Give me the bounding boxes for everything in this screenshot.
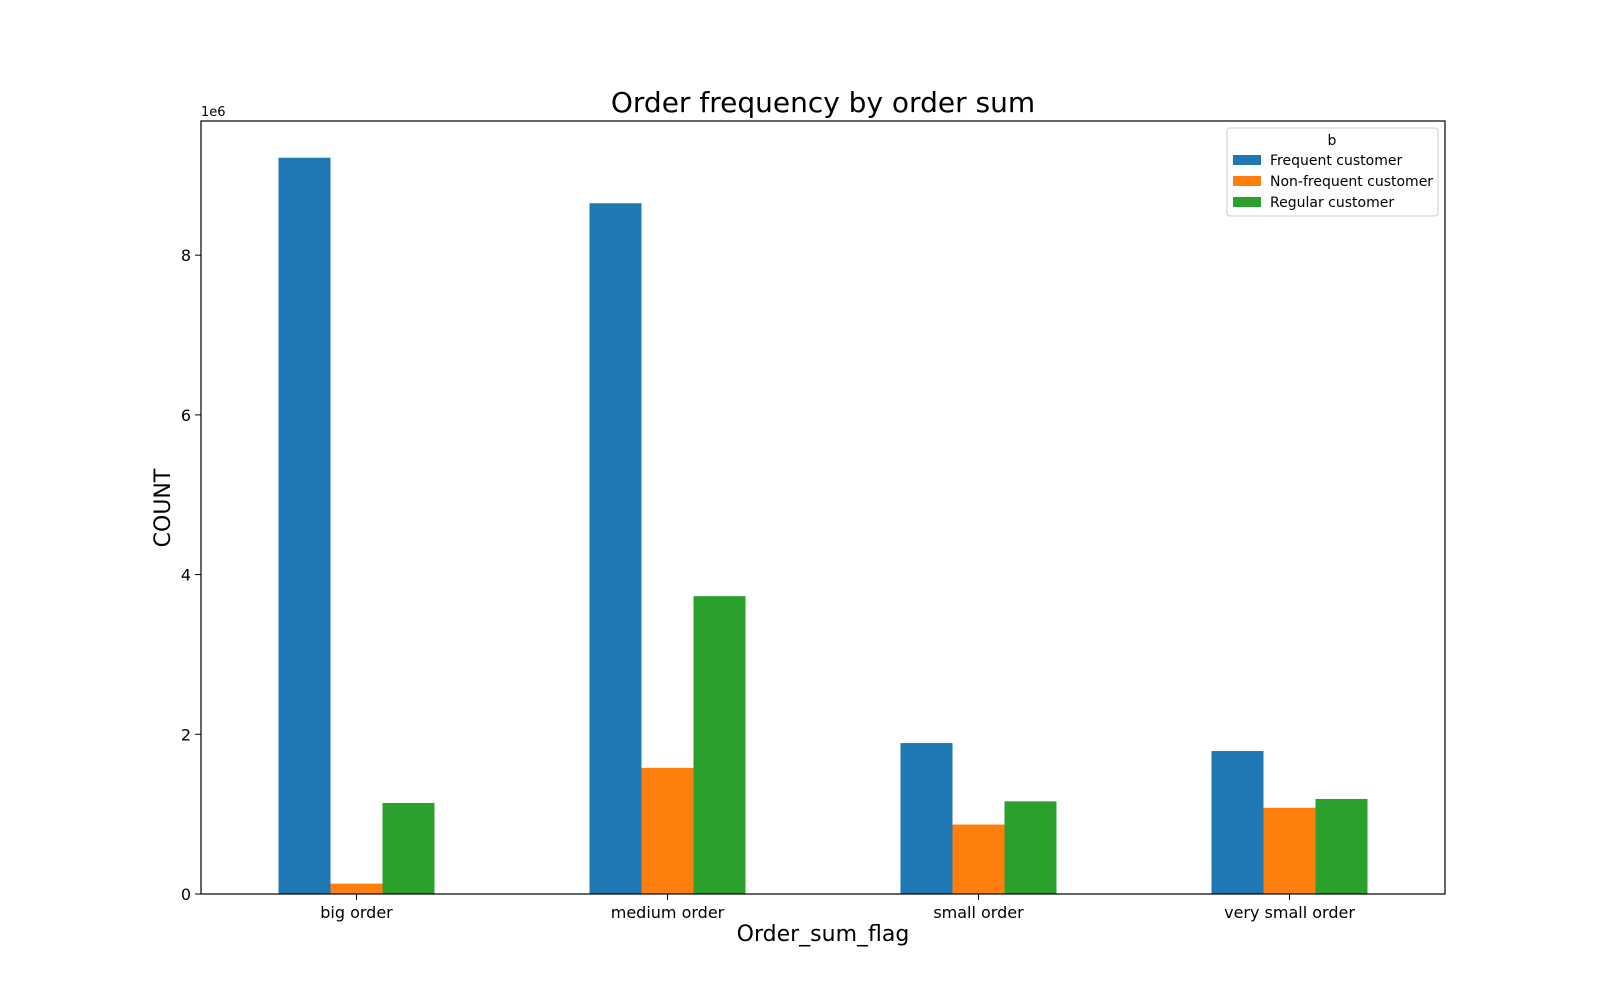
bar-regular-customer-big-order — [382, 802, 435, 894]
bar-regular-customer-very-small-order — [1315, 798, 1368, 894]
legend-swatch — [1233, 197, 1261, 207]
y-tick-label: 2 — [181, 725, 191, 744]
bar-regular-customer-small-order — [1004, 801, 1057, 894]
x-axis-title: Order_sum_flag — [737, 922, 910, 947]
legend: b Frequent customer Non-frequent customer… — [1226, 127, 1439, 217]
x-tick-label: big order — [320, 903, 393, 922]
bar-frequent-customer-very-small-order — [1211, 751, 1264, 894]
legend-swatch — [1233, 176, 1261, 186]
y-tick-label: 0 — [181, 885, 191, 904]
bar-frequent-customer-small-order — [900, 743, 953, 894]
x-tick-label: medium order — [611, 903, 725, 922]
x-tick-label: small order — [933, 903, 1024, 922]
x-axis-ticks: big order medium order small order very sma… — [320, 894, 1355, 922]
legend-label: Non-frequent customer — [1270, 174, 1433, 190]
bar-non-frequent-customer-medium-order — [641, 767, 694, 894]
bar-non-frequent-customer-very-small-order — [1263, 807, 1316, 894]
y-tick-label: 8 — [181, 246, 191, 265]
legend-label: Frequent customer — [1270, 153, 1402, 169]
y-tick-label: 6 — [181, 406, 191, 425]
legend-items: Frequent customer Non-frequent customer Re… — [1233, 153, 1433, 211]
bar-non-frequent-customer-small-order — [952, 824, 1005, 894]
bar-non-frequent-customer-big-order — [330, 883, 383, 894]
legend-swatch — [1233, 155, 1261, 165]
plot-area-frame — [200, 120, 1446, 895]
y-tick-label: 4 — [181, 566, 191, 585]
y-axis-offset-label: 1e6 — [201, 105, 226, 120]
bars-group — [278, 157, 1368, 895]
legend-box — [1226, 127, 1439, 217]
x-tick-label: very small order — [1224, 903, 1355, 922]
bar-regular-customer-medium-order — [693, 596, 746, 894]
legend-title: b — [1328, 133, 1337, 149]
bar-frequent-customer-big-order — [278, 157, 331, 895]
y-axis-title: COUNT — [151, 468, 176, 547]
chart-title: Order frequency by order sum — [611, 86, 1035, 119]
bar-frequent-customer-medium-order — [589, 203, 642, 894]
legend-label: Regular customer — [1270, 195, 1394, 211]
y-axis-ticks: 0 2 4 6 8 — [181, 246, 201, 904]
